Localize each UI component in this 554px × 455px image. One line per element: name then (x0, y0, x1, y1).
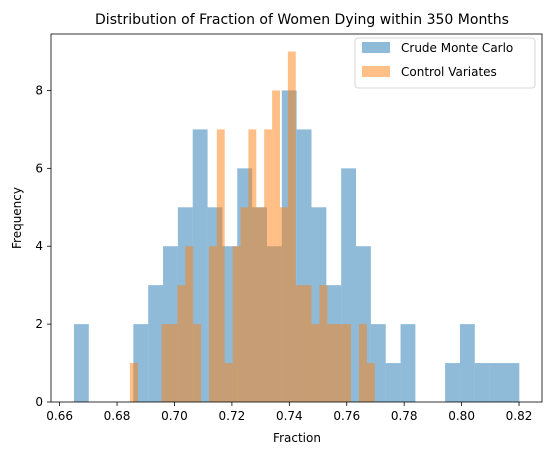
bar-control-variates (216, 129, 225, 402)
x-axis-ticks: 0.66 0.68 0.70 0.72 0.74 0.76 0.78 0.80 0.82 (46, 402, 532, 423)
y-axis-ticks: 0 2 4 6 8 (35, 83, 51, 409)
y-tick-label: 6 (35, 161, 43, 175)
legend-label-control-variates: Control Variates (401, 65, 497, 79)
bar-control-variates (311, 324, 320, 402)
plot-frame (50, 33, 543, 403)
x-tick-label: 0.72 (219, 409, 246, 423)
bar-control-variates (232, 246, 241, 402)
bar-control-variates (319, 285, 328, 402)
bar-control-variates (169, 324, 178, 402)
bar-crude-monte-carlo (489, 363, 505, 402)
x-tick-label: 0.74 (276, 409, 303, 423)
bar-control-variates (343, 324, 352, 402)
y-axis-label: Frequency (10, 187, 24, 249)
bar-control-variates (358, 324, 367, 402)
legend-swatch-crude-monte-carlo (362, 42, 390, 53)
chart-title: Distribution of Fraction of Women Dying … (95, 12, 509, 28)
x-axis-label: Fraction (273, 431, 321, 445)
x-tick-label: 0.82 (506, 409, 533, 423)
bar-control-variates (287, 51, 296, 403)
x-tick-label: 0.70 (161, 409, 188, 423)
x-tick-label: 0.78 (391, 409, 418, 423)
legend: Crude Monte Carlo Control Variates (354, 37, 536, 89)
bar-control-variates (193, 324, 202, 402)
bars-group (73, 51, 520, 403)
y-tick-label: 4 (35, 239, 43, 253)
bar-control-variates (295, 285, 304, 402)
bar-control-variates (240, 207, 249, 402)
bar-crude-monte-carlo (400, 324, 416, 402)
bar-control-variates (256, 207, 265, 402)
bar-control-variates (264, 129, 273, 402)
bar-control-variates (161, 324, 170, 402)
bar-control-variates (279, 207, 288, 402)
bar-crude-monte-carlo (445, 363, 460, 402)
y-tick-label: 8 (35, 83, 43, 97)
x-tick-label: 0.66 (46, 409, 73, 423)
bar-crude-monte-carlo (474, 363, 490, 402)
legend-swatch-control-variates (362, 66, 390, 77)
legend-label-crude-monte-carlo: Crude Monte Carlo (401, 41, 513, 55)
bar-crude-monte-carlo (148, 285, 164, 402)
bar-control-variates (129, 363, 138, 402)
x-tick-label: 0.68 (104, 409, 131, 423)
x-tick-label: 0.76 (333, 409, 360, 423)
bar-crude-monte-carlo (385, 363, 401, 402)
bar-control-variates (327, 324, 336, 402)
bar-control-variates (366, 363, 375, 402)
y-tick-label: 2 (35, 317, 43, 331)
bar-control-variates (224, 363, 233, 402)
bar-crude-monte-carlo (459, 324, 475, 402)
bar-control-variates (303, 285, 312, 402)
bar-control-variates (177, 285, 186, 402)
bar-control-variates (272, 90, 280, 402)
bar-control-variates (335, 324, 344, 402)
x-tick-label: 0.80 (448, 409, 475, 423)
bar-control-variates (208, 246, 217, 402)
bar-crude-monte-carlo (504, 363, 520, 402)
bar-control-variates (248, 129, 257, 402)
y-tick-label: 0 (35, 395, 43, 409)
bar-control-variates (185, 246, 194, 402)
bar-crude-monte-carlo (73, 324, 89, 402)
legend-box (354, 37, 536, 89)
